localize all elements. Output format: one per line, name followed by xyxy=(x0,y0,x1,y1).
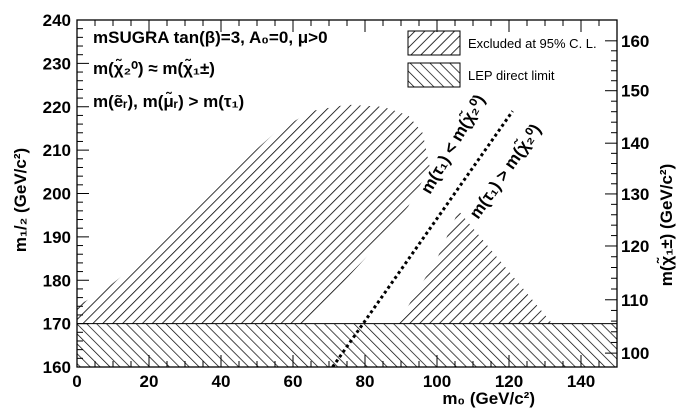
y-tick-label: 240 xyxy=(43,11,71,30)
y-tick-label: 200 xyxy=(43,185,71,204)
legend-swatch-excluded xyxy=(407,30,461,56)
legend: Excluded at 95% C. L. LEP direct limit xyxy=(407,30,597,88)
x-tick-label: 100 xyxy=(423,372,451,391)
y2-tick-label: 120 xyxy=(621,237,649,256)
x-tick-label: 140 xyxy=(567,372,595,391)
x-axis-title: m₀ (GeV/c²) xyxy=(442,389,535,408)
legend-swatch-lep xyxy=(407,62,461,88)
annotation-slepton: m(ẽᵣ), m(μ̃ᵣ) > m(τ₁) xyxy=(93,91,244,111)
x-tick-label: 80 xyxy=(356,372,375,391)
y2-tick-label: 140 xyxy=(621,134,649,153)
legend-label-lep: LEP direct limit xyxy=(468,68,555,83)
y2-axis-title: m(χ̃₁±) (GeV/c²) xyxy=(656,164,676,287)
x-tick-label: 0 xyxy=(72,372,81,391)
x-tick-label: 20 xyxy=(140,372,159,391)
y-tick-label: 210 xyxy=(43,141,71,160)
y2-tick-label: 160 xyxy=(621,32,649,51)
x-tick-label: 40 xyxy=(212,372,231,391)
legend-label-excluded: Excluded at 95% C. L. xyxy=(468,36,597,51)
x-tick-label: 60 xyxy=(284,372,303,391)
y-tick-label: 170 xyxy=(43,315,71,334)
y2-tick-label: 100 xyxy=(621,344,649,363)
y-tick-label: 160 xyxy=(43,358,71,377)
boundary-layer xyxy=(331,110,514,367)
y-axis-title: m₁/₂ (GeV/c²) xyxy=(11,148,30,252)
excluded-region-1 xyxy=(397,210,553,324)
x-tick-label: 120 xyxy=(495,372,523,391)
y2-tick-label: 130 xyxy=(621,185,649,204)
excluded-region-0 xyxy=(77,104,430,324)
boundary-line xyxy=(331,110,514,367)
y-tick-label: 180 xyxy=(43,271,71,290)
y-tick-label: 230 xyxy=(43,54,71,73)
ticks-layer: 0 20 40 60 80 100 120 140 160 170 180 190 200 210 220 2… xyxy=(43,11,650,391)
annotation-neutralino: m(χ̃₂⁰) ≈ m(χ̃₁±) xyxy=(93,58,215,78)
y2-tick-label: 110 xyxy=(621,291,648,310)
y2-tick-label: 150 xyxy=(621,82,649,101)
annotation-model: mSUGRA tan(β)=3, A₀=0, μ>0 xyxy=(93,28,328,47)
y-tick-label: 190 xyxy=(43,228,71,247)
y-tick-label: 220 xyxy=(43,98,71,117)
